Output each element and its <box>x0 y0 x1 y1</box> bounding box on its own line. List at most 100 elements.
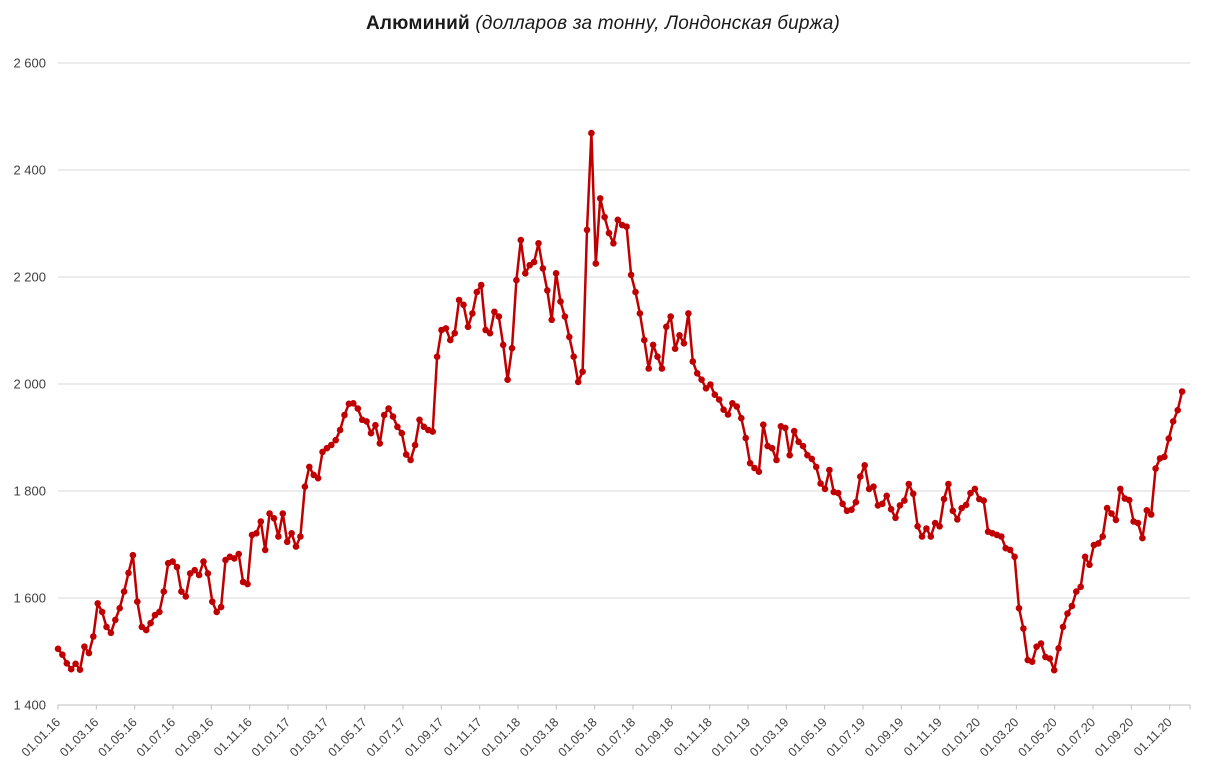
data-point-marker <box>288 530 295 537</box>
data-point-marker <box>283 538 291 546</box>
data-point-marker <box>367 429 375 437</box>
data-point-marker <box>416 416 423 424</box>
data-point-marker <box>782 424 789 432</box>
data-point-marker <box>601 213 608 221</box>
data-point-marker <box>328 441 335 449</box>
x-axis-label: 01.05.20 <box>1015 715 1059 759</box>
data-point-marker <box>85 649 93 657</box>
data-point-marker <box>1059 623 1067 631</box>
data-point-marker <box>821 485 829 493</box>
data-point-marker <box>1112 516 1120 524</box>
data-point-marker <box>156 608 163 616</box>
data-point-marker <box>636 310 644 317</box>
data-point-marker <box>870 483 877 491</box>
data-point-marker <box>147 619 154 627</box>
data-point-marker <box>499 341 507 349</box>
x-axis-label: 01.11.20 <box>1131 715 1175 759</box>
data-point-marker <box>539 265 547 272</box>
data-point-marker <box>1086 561 1093 569</box>
data-point-marker <box>1011 553 1018 561</box>
x-axis-label: 01.03.18 <box>517 715 561 759</box>
x-axis-label: 01.03.20 <box>977 715 1021 759</box>
data-point-marker <box>142 626 150 634</box>
data-point-marker <box>949 507 957 515</box>
data-point-marker <box>962 501 970 509</box>
data-point-marker <box>486 329 494 337</box>
data-point-marker <box>129 551 137 559</box>
y-axis-label: 2 400 <box>13 163 46 178</box>
data-point-marker <box>799 442 807 450</box>
data-point-marker <box>707 381 714 388</box>
data-point-marker <box>279 510 287 517</box>
data-point-marker <box>1099 533 1106 540</box>
data-point-marker <box>491 308 498 316</box>
data-point-marker <box>98 608 106 616</box>
x-axis-label: 01.05.16 <box>95 715 139 759</box>
data-point-marker <box>755 468 763 476</box>
data-point-marker <box>270 515 278 522</box>
data-point-marker <box>1134 519 1142 527</box>
data-point-marker <box>702 385 710 392</box>
data-point-marker <box>715 396 723 403</box>
data-point-marker <box>90 633 97 640</box>
data-point-marker <box>332 436 340 444</box>
data-point-marker <box>125 569 132 577</box>
data-point-marker <box>508 344 516 352</box>
data-point-marker <box>350 400 357 407</box>
data-point-marker <box>689 358 697 365</box>
data-point-marker <box>544 287 551 294</box>
data-point-marker <box>59 651 66 658</box>
data-point-marker <box>195 571 203 579</box>
data-point-marker <box>204 570 212 577</box>
data-point-marker <box>517 236 525 244</box>
data-point-marker <box>980 497 987 504</box>
data-point-marker <box>812 463 820 471</box>
x-axis-label: 01.01.20 <box>939 715 983 759</box>
x-axis-label: 01.07.19 <box>824 715 868 759</box>
data-point-marker <box>1174 406 1181 414</box>
data-point-marker <box>967 489 974 497</box>
data-point-marker <box>411 441 419 449</box>
data-point-marker <box>641 336 648 344</box>
data-point-marker <box>742 434 749 442</box>
data-point-marker <box>292 543 300 550</box>
data-point-marker <box>1028 658 1036 665</box>
data-point-marker <box>120 588 128 595</box>
data-point-marker <box>1046 655 1054 662</box>
data-point-marker <box>645 365 652 372</box>
data-point-marker <box>200 558 207 565</box>
data-point-marker <box>1015 604 1023 612</box>
data-point-marker <box>1108 510 1115 517</box>
data-point-marker <box>896 502 904 509</box>
data-point-marker <box>596 195 604 202</box>
data-point-marker <box>103 623 110 631</box>
x-axis-label: 01.05.18 <box>555 715 599 759</box>
data-point-marker <box>477 281 485 289</box>
data-point-marker <box>235 550 242 558</box>
data-point-marker <box>733 403 741 410</box>
data-point-marker <box>592 260 600 267</box>
data-point-marker <box>861 462 868 469</box>
data-point-marker <box>751 464 758 472</box>
data-point-marker <box>513 276 520 284</box>
data-point-marker <box>790 427 798 435</box>
data-point-marker <box>72 660 79 668</box>
data-point-marker <box>905 480 913 488</box>
data-point-marker <box>354 405 362 412</box>
data-point-marker <box>667 313 674 320</box>
data-point-marker <box>1077 583 1084 591</box>
data-point-marker <box>892 514 899 522</box>
data-point-marker <box>407 456 414 464</box>
data-point-marker <box>804 451 811 459</box>
x-axis-label: 01.03.16 <box>57 715 101 759</box>
data-point-marker <box>857 473 864 480</box>
data-point-marker <box>67 665 75 673</box>
data-point-marker <box>605 229 613 237</box>
data-point-marker <box>522 270 529 277</box>
data-point-marker <box>81 643 88 650</box>
data-point-marker <box>402 451 410 458</box>
data-point-marker <box>1152 465 1159 472</box>
x-axis-label: 01.09.20 <box>1092 715 1136 759</box>
data-point-marker <box>380 411 388 419</box>
